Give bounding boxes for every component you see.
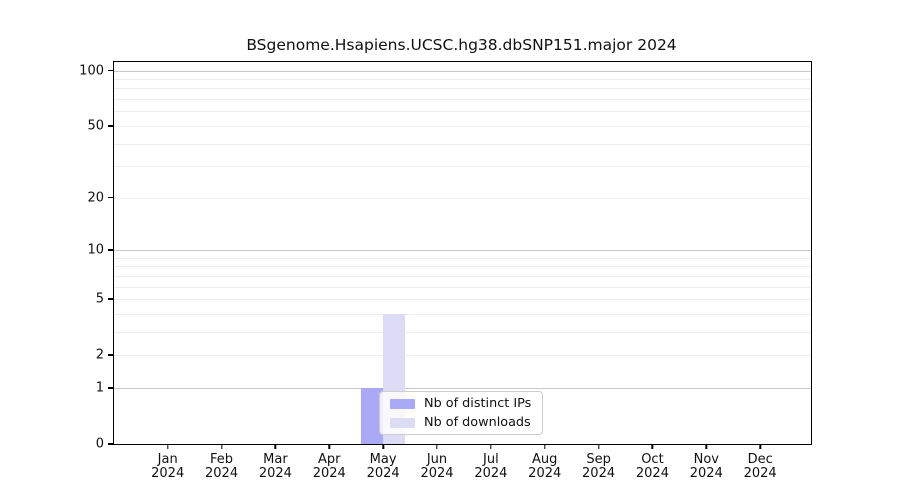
y-axis-tick-label: 10 — [87, 242, 104, 258]
x-axis-tick-label: Jun 2024 — [420, 453, 453, 481]
y-axis-tick — [108, 298, 113, 300]
y-axis-tick-label: 5 — [95, 291, 104, 307]
legend-item-distinct-ips: Nb of distinct IPs — [390, 396, 542, 411]
x-axis-tick — [382, 444, 384, 449]
legend-item-downloads: Nb of downloads — [390, 415, 542, 430]
legend-label-distinct-ips: Nb of distinct IPs — [424, 396, 532, 411]
year-label: 2024 — [635, 466, 669, 481]
gridline-minor — [114, 266, 811, 268]
x-axis-tick — [651, 444, 654, 449]
x-axis-tick-label: Jan 2024 — [151, 453, 184, 481]
x-axis-tick-label: Oct 2024 — [636, 453, 669, 481]
x-axis-tick-label: Apr 2024 — [313, 453, 346, 481]
gridline-major — [114, 70, 811, 72]
y-axis-tick — [108, 354, 113, 356]
month-label: Jul — [483, 452, 499, 467]
y-axis-tick — [108, 69, 113, 72]
x-axis-tick — [274, 444, 277, 449]
month-label: Jun — [426, 452, 448, 467]
legend-swatch-distinct-ips — [390, 398, 415, 409]
y-axis-tick — [108, 443, 113, 445]
legend-swatch-downloads — [390, 417, 415, 428]
gridline-minor — [114, 111, 811, 113]
month-label: Dec — [747, 452, 773, 467]
y-axis-tick-label: 20 — [87, 190, 104, 206]
gridline-major — [114, 249, 811, 251]
gridline-minor — [114, 143, 811, 145]
legend: Nb of distinct IPs Nb of downloads — [379, 391, 543, 435]
gridline-minor — [114, 275, 811, 277]
y-axis-tick — [108, 125, 113, 127]
x-axis-tick-label: Sep 2024 — [582, 453, 615, 481]
legend-label-downloads: Nb of downloads — [424, 415, 531, 430]
x-axis-tick-label: Nov 2024 — [690, 453, 723, 481]
y-axis-tick-label: 50 — [87, 118, 104, 134]
year-label: 2024 — [474, 466, 508, 481]
x-axis-tick — [166, 444, 169, 449]
x-axis-tick-label: Feb 2024 — [205, 453, 238, 481]
chart-title: BSgenome.Hsapiens.UCSC.hg38.dbSNP151.maj… — [246, 36, 677, 54]
x-axis-tick — [490, 444, 492, 449]
gridline-minor — [114, 355, 811, 357]
month-label: May — [369, 452, 397, 467]
month-label: Sep — [586, 452, 611, 467]
x-axis-tick-label: Jul 2024 — [474, 453, 507, 481]
x-axis-tick — [328, 444, 330, 449]
gridline-minor — [114, 197, 811, 199]
x-axis-tick-label: Dec 2024 — [744, 453, 777, 481]
month-label: Apr — [318, 452, 341, 467]
gridline-minor — [114, 299, 811, 301]
month-label: Feb — [210, 452, 234, 467]
y-axis-tick — [108, 387, 113, 389]
plot-area: 0 1 2 5 10 20 50 100 Jan 2024 Feb 2024 Mar 2024 Apr 202… — [79, 61, 812, 481]
year-label: 2024 — [151, 466, 185, 481]
year-label: 2024 — [420, 466, 454, 481]
x-axis-tick-label: Mar 2024 — [259, 453, 292, 481]
year-label: 2024 — [528, 466, 562, 481]
gridline-minor — [114, 99, 811, 101]
gridline-minor — [114, 313, 811, 315]
x-axis-tick — [220, 444, 223, 449]
year-label: 2024 — [689, 466, 723, 481]
gridline-minor — [114, 331, 811, 333]
y-axis-tick-label: 0 — [95, 436, 104, 452]
month-label: Mar — [263, 452, 288, 467]
year-label: 2024 — [582, 466, 616, 481]
x-axis-tick — [759, 444, 761, 449]
y-axis-tick — [108, 196, 113, 199]
gridline-minor — [114, 166, 811, 168]
month-label: Aug — [532, 452, 558, 467]
x-axis-tick — [597, 444, 600, 449]
gridline-minor — [114, 125, 811, 127]
x-axis-tick — [705, 444, 707, 449]
gridline-minor — [114, 286, 811, 288]
y-axis-tick-label: 2 — [95, 347, 104, 363]
x-axis-tick-label: May 2024 — [367, 453, 400, 481]
year-label: 2024 — [366, 466, 400, 481]
y-axis-tick-label: 1 — [95, 380, 104, 396]
x-axis-tick — [544, 444, 546, 449]
gridline-minor — [114, 257, 811, 259]
year-label: 2024 — [312, 466, 346, 481]
y-axis-tick-label: 100 — [79, 63, 104, 79]
gridline-minor — [114, 79, 811, 81]
gridline-minor — [114, 88, 811, 90]
month-label: Nov — [693, 452, 719, 467]
y-axis-tick — [108, 249, 113, 251]
x-axis-tick — [436, 444, 438, 449]
bar-distinct-ips — [361, 387, 384, 444]
year-label: 2024 — [205, 466, 239, 481]
year-label: 2024 — [743, 466, 777, 481]
month-label: Oct — [641, 452, 664, 467]
gridline-major — [114, 387, 811, 389]
x-axis-tick-label: Aug 2024 — [528, 453, 561, 481]
month-label: Jan — [157, 452, 178, 467]
year-label: 2024 — [258, 466, 292, 481]
